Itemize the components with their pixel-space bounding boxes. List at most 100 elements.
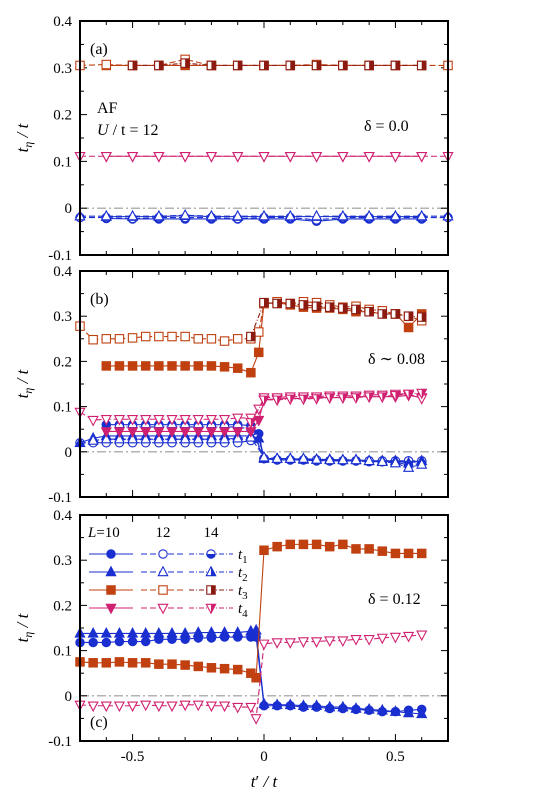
- data-point-t4-L12: [126, 415, 139, 426]
- legend-marker-t1-L12: [158, 549, 168, 559]
- plot-frame: [79, 514, 449, 742]
- y-tick-label: 0.3: [53, 61, 72, 77]
- data-point-t4-L10: [179, 427, 191, 438]
- data-point-t3-L14-fill: [290, 61, 295, 70]
- x-tick-label: 0: [260, 749, 268, 765]
- data-point-t3-L12: [127, 333, 138, 343]
- series-t2-L12: [74, 208, 454, 221]
- y-axis-label: tη / t: [13, 612, 35, 642]
- data-point-t3-L10: [193, 661, 204, 672]
- doping-label: δ ∼ 0.08: [368, 351, 425, 368]
- data-point-t3-L14-fill: [237, 61, 242, 70]
- y-tick-label: 0.1: [53, 644, 72, 660]
- data-point-t4-L14-fill: [264, 396, 269, 406]
- data-point-t2-L10: [337, 700, 349, 712]
- y-tick-label: 0.2: [53, 108, 72, 124]
- data-point-t2-L12: [363, 454, 375, 466]
- data-point-t3-L14-fill: [395, 309, 400, 319]
- legend-marker-t4-L10: [105, 603, 117, 615]
- data-point-t3-L10: [253, 347, 264, 358]
- data-point-t2-L10: [166, 627, 178, 638]
- y-tick-label: 0.4: [53, 14, 72, 30]
- data-point-t3-L10: [180, 660, 190, 670]
- data-point-t2-L10: [376, 703, 388, 715]
- data-point-t3-L10: [377, 546, 388, 556]
- data-point-t3-L14-fill: [303, 300, 308, 310]
- data-point-t3-L12: [180, 331, 190, 342]
- data-point-t3-L10: [338, 539, 348, 550]
- data-point-t3-L14-fill: [382, 309, 387, 319]
- series-t3-L10: [75, 539, 427, 683]
- data-point-t3-L14-fill: [356, 305, 361, 314]
- data-point-t3-L14-fill: [342, 61, 348, 70]
- data-point-t3-L10: [403, 548, 414, 559]
- data-point-t4-L12: [253, 404, 265, 416]
- data-point-t3-L10: [324, 541, 335, 552]
- data-point-t4-L12: [126, 701, 139, 713]
- series-line-t1-L14: [119, 426, 422, 462]
- data-point-t3-L14-fill: [342, 303, 348, 313]
- data-point-t3-L14-fill: [250, 332, 256, 341]
- y-tick-label: 0.3: [53, 309, 72, 325]
- data-point-t3-L10: [206, 361, 217, 371]
- data-point-t4-L14-fill: [356, 393, 361, 403]
- data-point-t4-L12: [245, 702, 257, 714]
- data-point-t4-L14-fill: [421, 389, 427, 399]
- y-tick-label: -0.1: [48, 734, 72, 750]
- data-point-t4-L12: [297, 637, 310, 648]
- data-point-t4-L14-fill: [408, 390, 414, 400]
- data-point-t4-L12: [87, 701, 99, 713]
- y-tick-label: 0.3: [53, 553, 72, 569]
- panel-label: (a): [90, 41, 108, 58]
- data-point-t3-L10: [351, 544, 361, 554]
- data-point-t3-L10: [167, 659, 177, 669]
- data-point-t2-L12: [153, 209, 165, 221]
- y-tick-label: 0.1: [53, 400, 72, 416]
- data-point-t2-L12: [218, 432, 231, 444]
- data-point-t2-L12: [192, 432, 204, 444]
- data-point-t3-L10: [140, 658, 151, 668]
- y-tick-label: 0: [65, 689, 73, 705]
- data-point-t2-L10: [87, 627, 99, 638]
- data-point-t2-L12: [324, 453, 336, 465]
- data-point-t2-L12: [363, 209, 375, 221]
- data-point-t3-L14-fill: [316, 61, 321, 70]
- panel-label: (b): [90, 291, 109, 308]
- data-point-t2-L10: [253, 431, 265, 443]
- data-point-t3-L10: [219, 663, 230, 674]
- panel-label: (c): [90, 714, 108, 731]
- data-point-t2-L10: [205, 626, 218, 637]
- data-point-t3-L10: [193, 361, 204, 371]
- data-point-t3-L12: [206, 334, 217, 344]
- data-point-t2-L12: [205, 432, 218, 444]
- data-point-t3-L14-fill: [158, 61, 164, 70]
- data-point-t2-L12: [416, 458, 428, 469]
- data-point-t4-L12: [402, 631, 415, 643]
- data-point-t2-L12: [389, 456, 402, 468]
- data-point-t2-L12: [126, 209, 139, 221]
- y-tick-label: 0.1: [53, 154, 72, 170]
- panel-b: -0.1 0 0.1 0.2 0.3 0.4 tη / t (b) δ ∼ 0.08: [13, 264, 449, 506]
- data-point-t3-L12: [232, 334, 243, 344]
- data-point-t4-L14-fill: [395, 391, 401, 401]
- data-point-t4-L12: [140, 415, 152, 426]
- data-point-t2-L10: [258, 697, 270, 709]
- data-point-t2-L10: [153, 627, 165, 638]
- data-point-t4-L10: [166, 427, 178, 438]
- panel-a: -0.1 0 0.1 0.2 0.3 0.4 tη / t (a) AF U / t = 12 δ …: [13, 14, 454, 264]
- data-point-t3-L10: [114, 361, 125, 371]
- legend-marker-t2-L10: [105, 565, 117, 577]
- data-point-t2-L12: [402, 461, 415, 472]
- data-point-t3-L14-fill: [132, 61, 137, 70]
- data-point-t4-L12: [284, 638, 296, 649]
- data-point-t4-L12: [258, 639, 270, 651]
- data-point-t3-L14-fill: [369, 307, 374, 316]
- data-point-t3-L12: [154, 331, 164, 342]
- data-point-t3-L14-fill: [185, 58, 190, 68]
- data-point-t2-L10: [126, 627, 139, 638]
- data-point-t4-L12: [350, 635, 362, 646]
- data-point-t2-L10: [284, 698, 296, 710]
- data-point-t2-L12: [297, 452, 310, 463]
- data-point-t3-L14-fill: [316, 302, 321, 311]
- panel-c: -0.1 0 0.1 0.2 0.3 0.4 tη / t (c) δ = 0.12: [13, 508, 449, 750]
